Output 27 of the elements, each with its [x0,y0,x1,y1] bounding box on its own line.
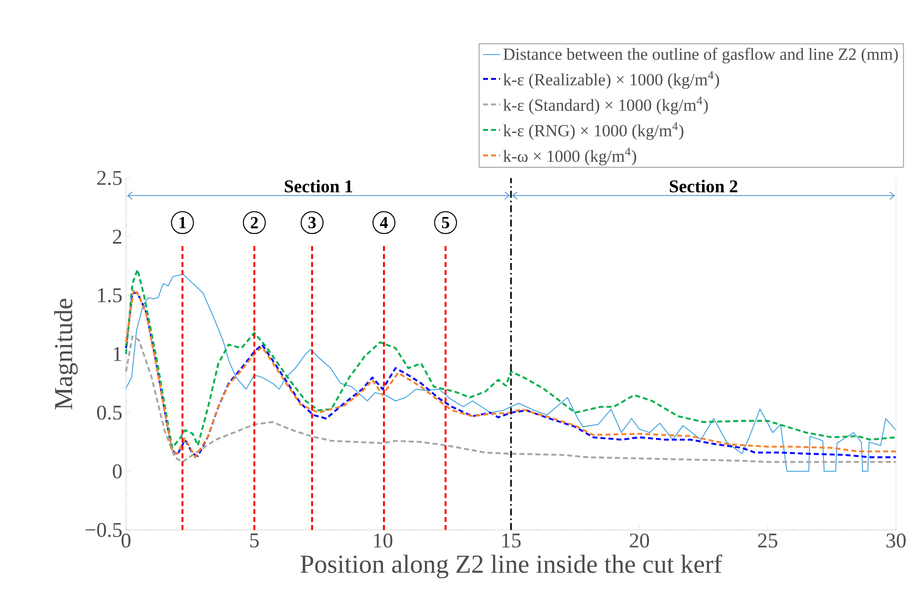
y-tick-label: 1 [114,347,122,361]
legend-label: k-ω × 1000 (kg/m$^{4}$) [503,148,636,166]
legend-label: Distance between the outline of gasflow and line Z2 (mm) [503,48,898,64]
annotation: 2 [250,216,258,228]
legend-label: k-ε (Standard) × 1000 (kg/m$^{4}$) [503,96,708,114]
annotation: 3 [308,216,316,228]
y-tick-label: 1.5 [98,288,122,302]
y-tick-label: 2.5 [97,170,122,186]
x-tick-label: 10 [374,534,392,548]
x-tick-label: 30 [886,534,906,548]
y-tick-label: 0 [112,464,122,478]
x-tick-label: 25 [758,534,778,548]
y-axis-title: Magnitude [54,298,78,410]
x-tick-label: 15 [502,534,521,548]
annotation: Section 1 [284,180,352,192]
annotation: Section 2 [670,180,738,192]
x-tick-label: 5 [250,534,259,548]
annotation: 1 [180,216,186,228]
legend-label: k-ε (RNG) × 1000 (kg/m$^{4}$) [503,122,684,140]
x-tick-label: 20 [630,534,650,548]
x-axis-title: Position along Z2 line inside the cut kerf [300,554,722,578]
annotation: 5 [442,216,450,228]
y-tick-label: −0.5 [86,522,122,538]
legend-label: k-ε (Realizable) × 1000 (kg/m$^{4}$) [503,71,720,89]
annotation: 4 [380,217,388,228]
y-tick-label: 2 [112,230,122,244]
y-tick-label: 0.5 [97,406,122,420]
